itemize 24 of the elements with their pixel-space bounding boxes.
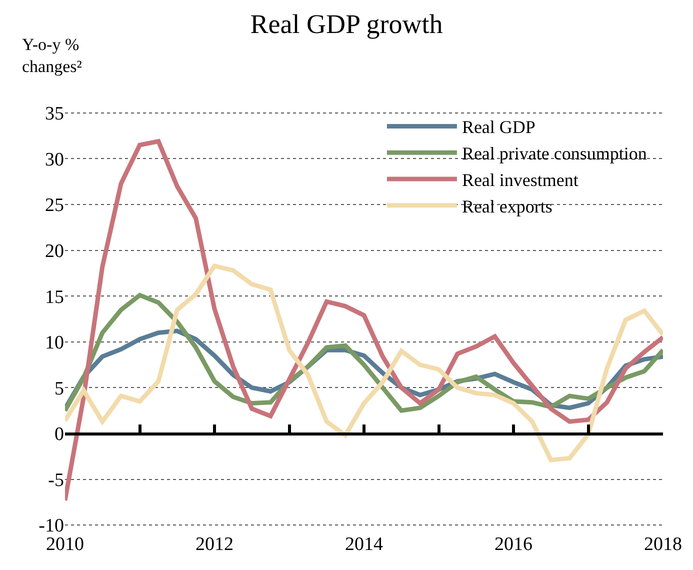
legend-label: Real exports: [462, 196, 552, 216]
legend-label: Real GDP: [462, 117, 536, 138]
line-series: [65, 292, 663, 413]
y-tick-label: 25: [45, 195, 64, 216]
y-tick-label: 0: [54, 424, 64, 446]
y-tick-label: 35: [45, 104, 64, 125]
x-tick-label: 2018: [644, 534, 682, 555]
y-tick-label: 15: [45, 286, 64, 308]
x-tick-label: 2014: [345, 534, 384, 555]
y-axis-title: Y-o-y % changes²: [22, 35, 82, 76]
y-tick-label: -5: [48, 470, 64, 491]
x-tick-label: 2012: [196, 534, 234, 555]
chart-title: Real GDP growth: [250, 9, 444, 40]
y-tick-label: 30: [45, 149, 64, 170]
legend-label: Real investment: [462, 170, 578, 190]
y-tick-label: 5: [54, 378, 64, 400]
line-series: [65, 139, 663, 503]
line-series: [65, 264, 663, 462]
x-tick-label: 2010: [46, 534, 84, 555]
y-tick-label: 20: [45, 240, 64, 262]
legend-label: Real private consumption: [462, 144, 647, 164]
y-tick-label: 10: [45, 332, 64, 354]
x-tick-label: 2016: [494, 534, 532, 555]
y-tick-label: -10: [38, 516, 64, 537]
